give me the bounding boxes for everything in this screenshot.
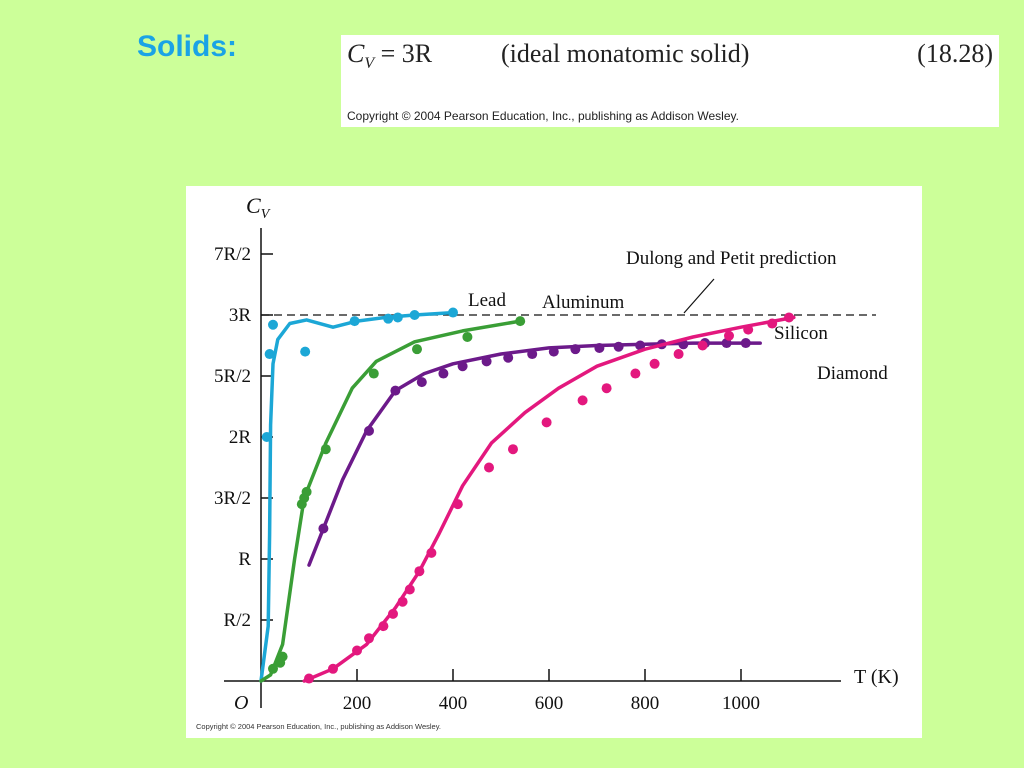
x-tick-label: 400 bbox=[439, 693, 468, 714]
data-point-lead bbox=[261, 432, 272, 442]
equation-copyright: Copyright © 2004 Pearson Education, Inc.… bbox=[347, 109, 739, 123]
data-point-silicon bbox=[457, 361, 468, 372]
data-point-diamond bbox=[673, 349, 684, 360]
data-point-silicon bbox=[416, 377, 427, 388]
equation-subscript: V bbox=[364, 55, 375, 73]
data-point-diamond bbox=[426, 547, 437, 558]
y-tick-label: 3R/2 bbox=[214, 488, 251, 509]
data-point-lead bbox=[383, 313, 394, 324]
x-tick-label: 1000 bbox=[722, 693, 760, 714]
data-point-diamond bbox=[767, 318, 778, 329]
equation-symbol: C bbox=[347, 39, 365, 68]
data-point-silicon bbox=[548, 346, 559, 357]
series-label-silicon: Silicon bbox=[774, 323, 828, 344]
heat-capacity-chart: Dulong and Petit prediction R/2 R 3R/2 2R 5R/… bbox=[214, 193, 899, 714]
data-point-silicon bbox=[613, 341, 624, 352]
series-line-diamond bbox=[302, 315, 796, 683]
data-point-lead bbox=[349, 316, 360, 327]
origin-label: O bbox=[234, 692, 248, 714]
data-point-diamond bbox=[541, 417, 552, 428]
y-tick-label: 7R/2 bbox=[214, 244, 251, 265]
data-point-lead bbox=[409, 310, 420, 320]
data-point-silicon bbox=[438, 368, 449, 379]
reference-leader-line bbox=[683, 278, 715, 314]
data-point-diamond bbox=[697, 340, 708, 351]
data-point-aluminum bbox=[320, 444, 331, 455]
chart-copyright: Copyright © 2004 Pearson Education, Inc.… bbox=[196, 722, 441, 731]
data-point-diamond bbox=[328, 663, 338, 674]
data-point-diamond bbox=[743, 324, 754, 335]
data-point-silicon bbox=[740, 338, 751, 349]
data-point-silicon bbox=[527, 349, 538, 360]
data-point-diamond bbox=[577, 395, 588, 406]
x-tick-label: 800 bbox=[631, 693, 660, 714]
data-point-aluminum bbox=[412, 344, 422, 355]
data-point-diamond bbox=[397, 596, 408, 607]
data-point-diamond bbox=[630, 368, 641, 379]
series-line-lead bbox=[259, 310, 455, 683]
data-point-diamond bbox=[352, 645, 362, 656]
data-point-silicon bbox=[390, 385, 401, 396]
data-point-diamond bbox=[304, 673, 314, 684]
data-point-silicon bbox=[635, 340, 646, 351]
y-tick-label: 5R/2 bbox=[214, 366, 251, 387]
y-tick-label: 2R bbox=[229, 427, 252, 448]
data-point-aluminum bbox=[515, 316, 526, 327]
data-point-diamond bbox=[484, 462, 494, 473]
y-axis-label: CV bbox=[246, 193, 271, 222]
data-point-lead bbox=[392, 312, 403, 323]
data-point-diamond bbox=[414, 566, 425, 577]
data-point-diamond bbox=[724, 330, 734, 341]
data-point-lead bbox=[448, 307, 458, 318]
x-axis-label: T (K) bbox=[854, 666, 899, 688]
equation-number: (18.28) bbox=[917, 39, 993, 68]
data-point-silicon bbox=[364, 425, 374, 436]
x-tick-label: 600 bbox=[535, 693, 564, 714]
data-point-aluminum bbox=[462, 331, 473, 342]
series-label-lead: Lead bbox=[468, 290, 506, 311]
data-point-aluminum bbox=[268, 663, 278, 674]
data-point-diamond bbox=[508, 444, 518, 455]
data-point-silicon bbox=[594, 342, 605, 353]
y-tick-label: R bbox=[238, 549, 251, 570]
data-point-diamond bbox=[649, 358, 660, 369]
data-point-lead bbox=[264, 349, 275, 360]
data-point-silicon bbox=[503, 352, 514, 363]
data-point-diamond bbox=[452, 499, 463, 510]
slide-title: Solids: bbox=[137, 30, 238, 63]
data-point-diamond bbox=[378, 621, 389, 632]
data-point-silicon bbox=[481, 356, 492, 367]
series-label-diamond: Diamond bbox=[817, 363, 888, 384]
data-point-silicon bbox=[570, 344, 581, 355]
equation-description: (ideal monatomic solid) bbox=[501, 39, 750, 68]
data-point-aluminum bbox=[277, 651, 288, 662]
data-point-diamond bbox=[388, 608, 398, 619]
data-point-diamond bbox=[601, 383, 612, 394]
data-point-silicon bbox=[318, 523, 329, 534]
data-point-lead bbox=[268, 319, 278, 330]
equation-formula: CV = 3R bbox=[347, 39, 432, 73]
data-point-diamond bbox=[404, 584, 415, 595]
data-point-lead bbox=[300, 346, 311, 357]
equation-box: CV = 3R (ideal monatomic solid) (18.28) … bbox=[341, 35, 999, 127]
y-tick-label: 3R bbox=[229, 305, 252, 326]
chart-panel: Dulong and Petit prediction R/2 R 3R/2 2R 5R/… bbox=[186, 186, 922, 738]
y-tick-label: R/2 bbox=[224, 610, 251, 631]
data-point-diamond bbox=[784, 312, 794, 323]
data-point-aluminum bbox=[368, 368, 379, 379]
reference-line-label: Dulong and Petit prediction bbox=[626, 248, 837, 269]
x-tick-label: 200 bbox=[343, 693, 372, 714]
series-label-aluminum: Aluminum bbox=[542, 292, 625, 313]
equation-rhs: = 3R bbox=[380, 39, 433, 68]
data-point-diamond bbox=[364, 633, 374, 644]
data-point-aluminum bbox=[301, 486, 312, 497]
